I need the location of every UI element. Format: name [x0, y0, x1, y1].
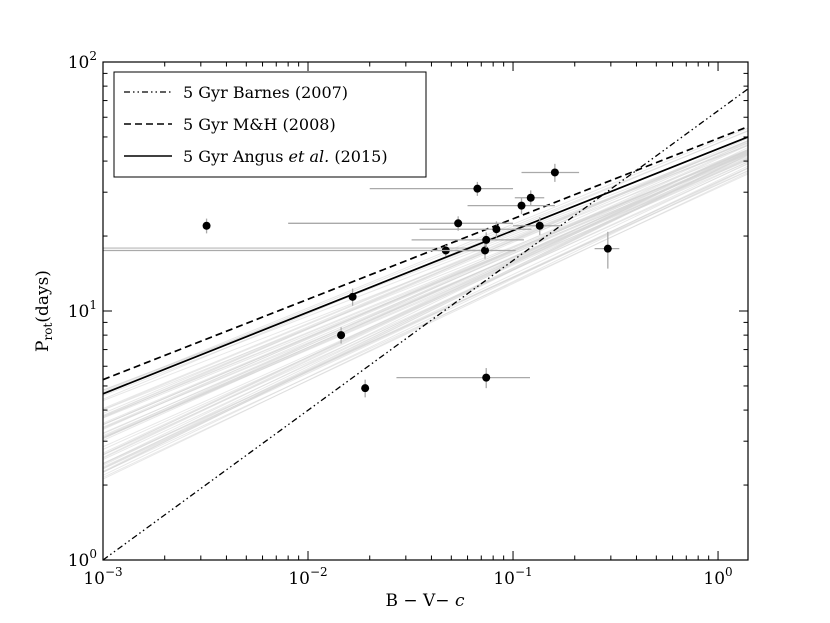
posterior-sample-line: [103, 140, 748, 414]
y-tick-label: 102: [68, 49, 97, 73]
posterior-sample-line: [103, 130, 748, 394]
posterior-sample-line: [103, 147, 748, 456]
posterior-sample-line: [103, 142, 748, 417]
data-point-group: [103, 245, 490, 257]
model-lines: [103, 88, 748, 560]
y-axis-label-sub: rot: [41, 323, 55, 341]
data-point: [526, 193, 535, 202]
posterior-sample-lines: [103, 127, 748, 480]
data-points: [103, 163, 620, 398]
data-point: [202, 221, 211, 230]
data-point: [603, 244, 612, 253]
data-point-group: [513, 217, 561, 235]
x-axis-label-main: B − V−: [385, 591, 454, 611]
model-line-solid: [103, 136, 748, 395]
legend-box: [113, 71, 427, 178]
posterior-sample-line: [103, 150, 748, 459]
data-point: [550, 168, 559, 177]
y-axis-label: Prot(days): [33, 270, 55, 352]
data-point-group: [437, 242, 516, 259]
y-tick-label-base: 10: [68, 53, 90, 73]
data-point-group: [396, 368, 530, 389]
x-tick-label: 100: [703, 565, 732, 589]
data-point: [454, 219, 463, 228]
legend-label-angus-a: 5 Gyr Angus: [183, 147, 289, 166]
data-point: [492, 225, 501, 234]
model-line-dashed: [103, 125, 748, 381]
x-tick-label: 10−2: [288, 565, 327, 589]
legend-label-mh: 5 Gyr M&H (2008): [183, 115, 336, 134]
y-tick-label: 101: [68, 298, 97, 322]
legend-label-barnes: 5 Gyr Barnes (2007): [183, 83, 348, 102]
y-tick-label-exp: 2: [89, 49, 97, 63]
posterior-sample-line: [103, 142, 748, 430]
x-axis-label-italic: c: [455, 591, 465, 611]
data-point-group: [369, 181, 514, 196]
x-tick-label-exp: −3: [105, 565, 123, 579]
y-tick-label: 100: [68, 547, 97, 571]
legend-label-angus: 5 Gyr Angus et al. (2015): [183, 147, 388, 166]
y-tick-label-base: 10: [68, 302, 90, 322]
x-tick-label-base: 10: [83, 569, 105, 589]
data-point-group: [411, 232, 524, 249]
x-tick-label-exp: −1: [515, 565, 533, 579]
data-point-group: [361, 379, 370, 398]
x-axis-label: B − V− c: [385, 591, 464, 611]
data-point-group: [202, 218, 211, 234]
y-axis-label-tail: (days): [33, 270, 53, 323]
data-point: [337, 331, 346, 340]
posterior-sample-line: [103, 160, 748, 429]
posterior-sample-line: [103, 144, 748, 397]
legend: 5 Gyr Barnes (2007) 5 Gyr M&H (2008) 5 G…: [113, 71, 427, 178]
posterior-sample-line: [103, 163, 748, 456]
posterior-sample-line: [103, 156, 748, 434]
posterior-sample-line: [103, 173, 748, 473]
data-point: [348, 292, 357, 301]
data-point: [473, 184, 482, 193]
data-point-group: [348, 288, 357, 306]
posterior-sample-line: [103, 143, 748, 438]
data-point: [481, 246, 490, 255]
data-point: [482, 235, 491, 244]
data-point: [535, 221, 544, 230]
posterior-sample-line: [103, 154, 748, 469]
posterior-sample-line: [103, 161, 748, 461]
data-point: [482, 373, 491, 382]
x-tick-label-base: 10: [493, 569, 515, 589]
data-point-group: [594, 231, 620, 269]
data-point: [517, 201, 526, 210]
model-line-dashdotdot: [103, 88, 748, 560]
data-point-group: [288, 216, 514, 231]
posterior-sample-line: [103, 137, 748, 419]
posterior-sample-line: [103, 149, 748, 402]
legend-label-angus-c: (2015): [329, 147, 387, 166]
y-tick-label-base: 10: [68, 551, 90, 571]
posterior-sample-line: [103, 153, 748, 473]
y-axis-label-main: P: [33, 340, 53, 351]
data-point: [361, 384, 370, 393]
y-tick-label-exp: 1: [89, 298, 97, 312]
posterior-sample-line: [103, 149, 748, 426]
posterior-sample-line: [103, 127, 748, 393]
x-tick-label-base: 10: [288, 569, 310, 589]
x-tick-label-base: 10: [703, 569, 725, 589]
legend-label-angus-b: et al.: [289, 147, 330, 166]
x-tick-label: 10−1: [493, 565, 532, 589]
posterior-sample-line: [103, 165, 748, 476]
data-point-group: [514, 190, 545, 206]
x-tick-label-exp: −2: [310, 565, 328, 579]
data-point-group: [419, 221, 532, 238]
posterior-sample-line: [103, 153, 748, 438]
y-tick-label-exp: 0: [89, 547, 97, 561]
data-point-group: [521, 163, 580, 182]
x-tick-label: 10−3: [83, 565, 122, 589]
posterior-sample-line: [103, 170, 748, 465]
data-point-group: [467, 197, 555, 215]
x-tick-label-exp: 0: [725, 565, 733, 579]
data-point-group: [337, 327, 346, 344]
